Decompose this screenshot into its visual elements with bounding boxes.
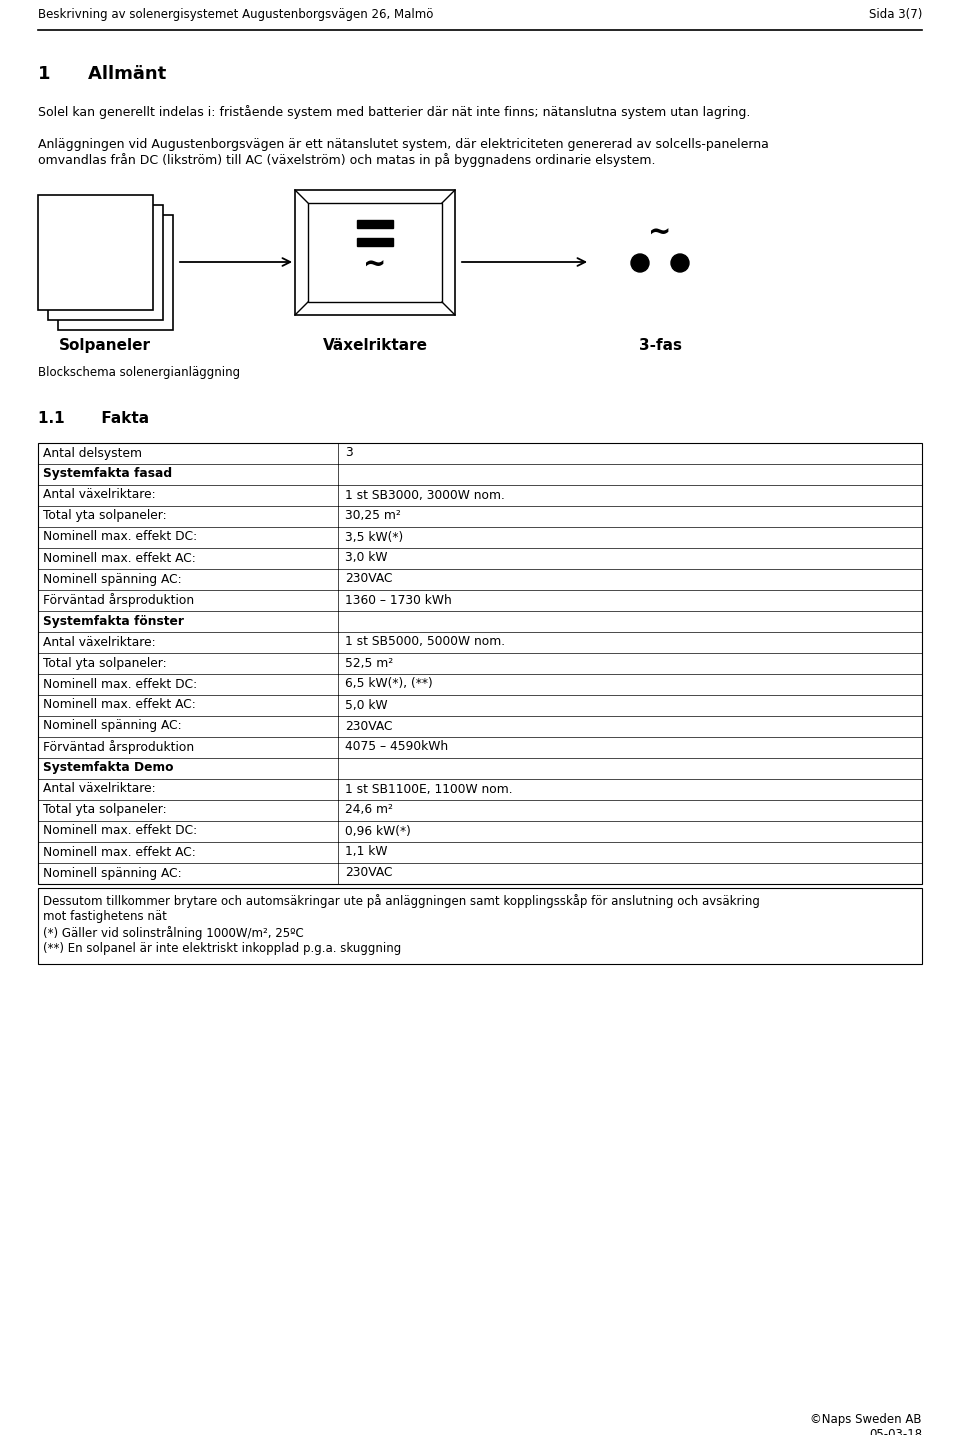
Text: 3,0 kW: 3,0 kW — [345, 551, 388, 564]
Text: 1360 – 1730 kWh: 1360 – 1730 kWh — [345, 594, 452, 607]
Text: 230VAC: 230VAC — [345, 867, 393, 880]
Polygon shape — [48, 205, 163, 320]
Text: 3: 3 — [345, 446, 352, 459]
Text: Antal delsystem: Antal delsystem — [43, 446, 142, 459]
Text: Nominell max. effekt AC:: Nominell max. effekt AC: — [43, 699, 196, 712]
Text: Total yta solpaneler:: Total yta solpaneler: — [43, 804, 167, 817]
Text: Förväntad årsproduktion: Förväntad årsproduktion — [43, 593, 194, 607]
Circle shape — [671, 254, 689, 273]
Text: Antal växelriktare:: Antal växelriktare: — [43, 488, 156, 501]
Text: 1      Allmänt: 1 Allmänt — [38, 65, 166, 83]
Text: 52,5 m²: 52,5 m² — [345, 656, 394, 670]
Text: ©Naps Sweden AB
05-03-18: ©Naps Sweden AB 05-03-18 — [810, 1413, 922, 1435]
Text: 1 st SB3000, 3000W nom.: 1 st SB3000, 3000W nom. — [345, 488, 505, 501]
Text: Antal växelriktare:: Antal växelriktare: — [43, 782, 156, 795]
Polygon shape — [295, 189, 455, 316]
Text: Anläggningen vid Augustenborgsvägen är ett nätanslutet system, där elektricitete: Anläggningen vid Augustenborgsvägen är e… — [38, 138, 769, 166]
Text: Nominell max. effekt DC:: Nominell max. effekt DC: — [43, 825, 197, 838]
Text: Förväntad årsproduktion: Förväntad årsproduktion — [43, 740, 194, 753]
Text: 5,0 kW: 5,0 kW — [345, 699, 388, 712]
Text: (*) Gäller vid solinstrålning 1000W/m², 25ºC: (*) Gäller vid solinstrålning 1000W/m², … — [43, 926, 303, 940]
Text: mot fastighetens nät: mot fastighetens nät — [43, 910, 167, 923]
Polygon shape — [58, 215, 173, 330]
Text: (**) En solpanel är inte elektriskt inkopplad p.g.a. skuggning: (**) En solpanel är inte elektriskt inko… — [43, 941, 401, 956]
Text: 24,6 m²: 24,6 m² — [345, 804, 393, 817]
Text: ~: ~ — [648, 220, 672, 247]
Text: Total yta solpaneler:: Total yta solpaneler: — [43, 656, 167, 670]
Text: 30,25 m²: 30,25 m² — [345, 509, 400, 522]
Text: Solel kan generellt indelas i: fristående system med batterier där nät inte finn: Solel kan generellt indelas i: friståend… — [38, 105, 751, 119]
Bar — [357, 220, 393, 228]
Text: ~: ~ — [363, 251, 387, 278]
Text: Beskrivning av solenergisystemet Augustenborgsvägen 26, Malmö: Beskrivning av solenergisystemet Auguste… — [38, 9, 433, 22]
Text: Systemfakta fasad: Systemfakta fasad — [43, 468, 172, 481]
Text: 4075 – 4590kWh: 4075 – 4590kWh — [345, 740, 448, 753]
Text: 1,1 kW: 1,1 kW — [345, 845, 388, 858]
Text: Växelriktare: Växelriktare — [323, 339, 427, 353]
Text: Nominell spänning AC:: Nominell spänning AC: — [43, 867, 181, 880]
Text: Nominell max. effekt AC:: Nominell max. effekt AC: — [43, 551, 196, 564]
Text: 230VAC: 230VAC — [345, 573, 393, 585]
Text: Solpaneler: Solpaneler — [59, 339, 151, 353]
Text: 3,5 kW(*): 3,5 kW(*) — [345, 531, 403, 544]
Text: 1 st SB1100E, 1100W nom.: 1 st SB1100E, 1100W nom. — [345, 782, 513, 795]
Text: Total yta solpaneler:: Total yta solpaneler: — [43, 509, 167, 522]
Text: 3-fas: 3-fas — [638, 339, 682, 353]
Text: Dessutom tillkommer brytare och automsäkringar ute på anläggningen samt koppling: Dessutom tillkommer brytare och automsäk… — [43, 894, 760, 908]
Text: 230VAC: 230VAC — [345, 719, 393, 732]
Text: 1 st SB5000, 5000W nom.: 1 st SB5000, 5000W nom. — [345, 636, 505, 649]
Circle shape — [631, 254, 649, 273]
Text: Blockschema solenergianläggning: Blockschema solenergianläggning — [38, 366, 240, 379]
Text: Nominell max. effekt AC:: Nominell max. effekt AC: — [43, 845, 196, 858]
Text: Nominell max. effekt DC:: Nominell max. effekt DC: — [43, 531, 197, 544]
Text: Nominell spänning AC:: Nominell spänning AC: — [43, 719, 181, 732]
Text: 1.1       Fakta: 1.1 Fakta — [38, 410, 149, 426]
Text: Nominell spänning AC:: Nominell spänning AC: — [43, 573, 181, 585]
Text: Nominell max. effekt DC:: Nominell max. effekt DC: — [43, 677, 197, 690]
Text: Sida 3(7): Sida 3(7) — [869, 9, 922, 22]
Text: Systemfakta Demo: Systemfakta Demo — [43, 762, 174, 775]
Polygon shape — [38, 195, 153, 310]
Text: 6,5 kW(*), (**): 6,5 kW(*), (**) — [345, 677, 433, 690]
Bar — [357, 238, 393, 245]
Text: Antal växelriktare:: Antal växelriktare: — [43, 636, 156, 649]
Text: Systemfakta fönster: Systemfakta fönster — [43, 614, 184, 627]
Text: 0,96 kW(*): 0,96 kW(*) — [345, 825, 411, 838]
